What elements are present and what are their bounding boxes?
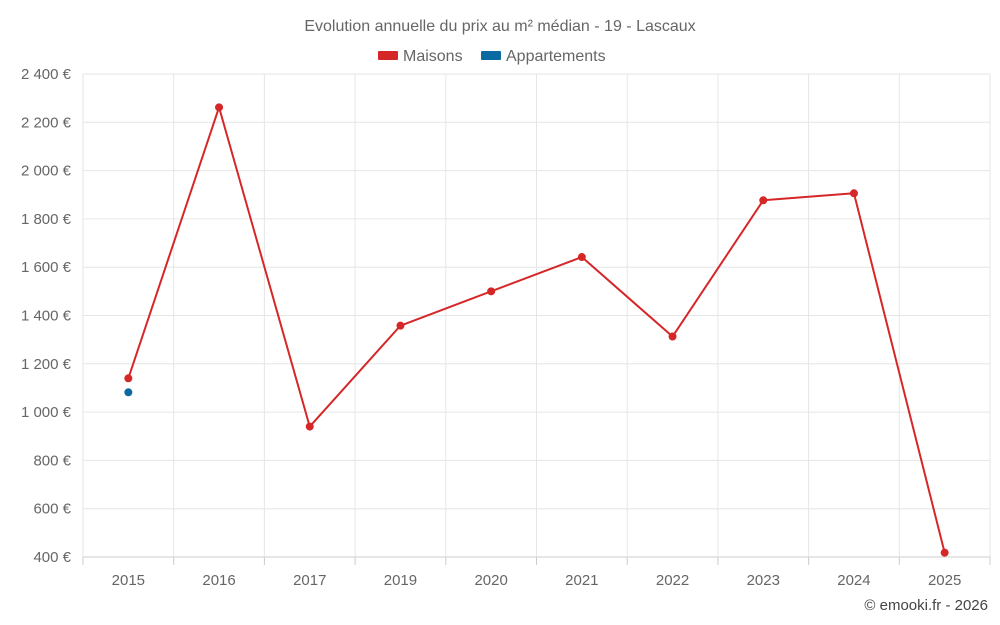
legend-swatch-appartements [481,51,501,60]
data-point-maisons-2015[interactable] [124,374,133,383]
data-point-maisons-2025[interactable] [940,548,949,557]
data-point-maisons-2021[interactable] [577,253,586,262]
y-tick-label: 1 200 € [21,356,72,373]
legend-item-maisons[interactable]: Maisons [378,48,463,65]
x-axis: 2015 2016 2017 2019 2020 2021 2022 2023 2024 2025 [82,557,991,589]
legend-item-appartements[interactable]: Appartements [481,48,606,65]
y-tick-label: 1 800 € [21,211,72,228]
chart-title: Evolution annuelle du prix au m² médian … [304,18,695,35]
y-tick-label: 1 600 € [21,259,72,276]
legend-label-appartements: Appartements [506,48,606,65]
data-point-maisons-2024[interactable] [849,189,858,198]
data-point-maisons-2020[interactable] [487,287,496,296]
x-tick-label: 2020 [474,572,507,589]
series-line-maisons [127,106,946,553]
x-tick-label: 2022 [656,572,689,589]
grid [82,73,991,558]
legend-swatch-maisons [378,51,398,60]
data-point-maisons-2023[interactable] [759,196,768,205]
legend: Maisons Appartements [378,48,606,65]
y-tick-label: 1 400 € [21,308,72,325]
credit-text: © emooki.fr - 2026 [864,597,988,614]
y-axis: 400 € 600 € 800 € 1 000 € 1 200 € 1 400 € 1 60… [21,66,72,566]
series [124,103,949,557]
data-point-appartements-2015[interactable] [124,388,133,397]
data-point-maisons-2022[interactable] [668,332,677,341]
legend-label-maisons: Maisons [403,48,463,65]
y-tick-label: 2 000 € [21,163,72,180]
y-tick-label: 400 € [33,549,71,566]
x-tick-label: 2019 [384,572,417,589]
y-tick-label: 1 000 € [21,404,72,421]
x-tick-label: 2024 [837,572,870,589]
x-tick-label: 2023 [747,572,780,589]
data-point-maisons-2019[interactable] [396,321,405,330]
y-tick-label: 600 € [33,501,71,518]
x-tick-label: 2025 [928,572,961,589]
y-tick-label: 2 400 € [21,66,72,83]
x-tick-label: 2017 [293,572,326,589]
data-point-maisons-2017[interactable] [305,422,314,431]
data-point-maisons-2016[interactable] [215,103,224,112]
y-tick-label: 2 200 € [21,114,72,131]
x-tick-label: 2016 [202,572,235,589]
x-tick-label: 2015 [112,572,145,589]
x-tick-label: 2021 [565,572,598,589]
y-tick-label: 800 € [33,452,71,469]
